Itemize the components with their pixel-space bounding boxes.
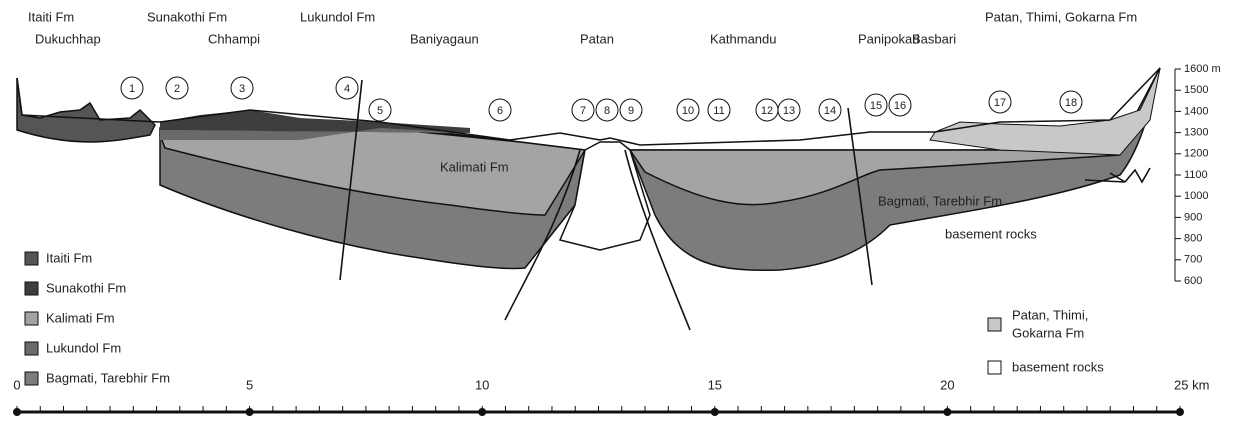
- distance-label: 10: [475, 377, 489, 392]
- place-label: Basbari: [912, 31, 956, 46]
- elevation-label: 1300: [1184, 127, 1208, 139]
- elevation-label: 1600 m: [1184, 63, 1221, 75]
- site-number: 9: [628, 105, 634, 117]
- site-number: 14: [824, 105, 836, 117]
- place-label: Lukundol Fm: [300, 9, 375, 24]
- legend-label: Sunakothi Fm: [46, 280, 126, 295]
- site-number: 15: [870, 100, 882, 112]
- legend-label: Kalimati Fm: [46, 310, 115, 325]
- site-number: 17: [994, 97, 1006, 109]
- distance-major: [711, 408, 719, 416]
- legend-swatch: [25, 282, 38, 295]
- legend-swatch: [25, 372, 38, 385]
- elevation-label: 1500: [1184, 84, 1208, 96]
- place-label: Sunakothi Fm: [147, 9, 227, 24]
- distance-label: 25 km: [1174, 377, 1209, 392]
- distance-major: [1176, 408, 1184, 416]
- site-number: 5: [377, 105, 383, 117]
- legend-label: Lukundol Fm: [46, 340, 121, 355]
- place-label: Itaiti Fm: [28, 9, 74, 24]
- distance-major: [478, 408, 486, 416]
- elevation-label: 1200: [1184, 148, 1208, 160]
- elevation-label: 600: [1184, 275, 1202, 287]
- legend-swatch: [25, 342, 38, 355]
- site-number: 7: [580, 105, 586, 117]
- place-label: Patan, Thimi, Gokarna Fm: [985, 9, 1137, 24]
- elevation-label: 700: [1184, 254, 1202, 266]
- legend-swatch: [988, 361, 1001, 374]
- site-number: 12: [761, 105, 773, 117]
- distance-label: 5: [246, 377, 253, 392]
- legend-label: Patan, Thimi,: [1012, 307, 1088, 322]
- distance-label: 20: [940, 377, 954, 392]
- distance-label: 15: [708, 377, 722, 392]
- place-label: Chhampi: [208, 31, 260, 46]
- site-number: 16: [894, 100, 906, 112]
- elevation-label: 1400: [1184, 105, 1208, 117]
- formation-label: Bagmati, Tarebhir Fm: [878, 193, 1002, 208]
- legend-label: Itaiti Fm: [46, 250, 92, 265]
- site-number: 18: [1065, 97, 1077, 109]
- site-number: 2: [174, 83, 180, 95]
- site-number: 8: [604, 105, 610, 117]
- legend-swatch: [988, 318, 1001, 331]
- patan-thimi-layer: [930, 68, 1160, 155]
- legend-label: basement rocks: [1012, 359, 1104, 374]
- site-number: 10: [682, 105, 694, 117]
- place-label: Kathmandu: [710, 31, 777, 46]
- formation-label: basement rocks: [945, 226, 1037, 241]
- site-number: 4: [344, 83, 350, 95]
- distance-label: 0: [13, 377, 20, 392]
- legend-label: Gokarna Fm: [1012, 325, 1084, 340]
- sunakothi-layer: [160, 110, 470, 133]
- elevation-label: 1100: [1184, 169, 1208, 181]
- site-number: 11: [713, 105, 724, 117]
- place-label: Panipokari: [858, 31, 920, 46]
- distance-major: [943, 408, 951, 416]
- legend-label: Bagmati, Tarebhir Fm: [46, 370, 170, 385]
- place-label: Patan: [580, 31, 614, 46]
- legend-swatch: [25, 252, 38, 265]
- elevation-label: 800: [1184, 233, 1202, 245]
- place-label: Dukuchhap: [35, 31, 101, 46]
- distance-major: [246, 408, 254, 416]
- place-label: Baniyagaun: [410, 31, 479, 46]
- distance-major: [13, 408, 21, 416]
- elevation-label: 900: [1184, 211, 1202, 223]
- site-number: 1: [129, 83, 135, 95]
- site-number: 6: [497, 105, 503, 117]
- site-number: 13: [783, 105, 795, 117]
- legend-swatch: [25, 312, 38, 325]
- site-number: 3: [239, 83, 245, 95]
- formation-label: Kalimati Fm: [440, 159, 509, 174]
- elevation-label: 1000: [1184, 190, 1208, 202]
- cross-section: Itaiti Fm Dukuchhap Sunakothi Fm Chhampi Luk…: [0, 0, 1243, 437]
